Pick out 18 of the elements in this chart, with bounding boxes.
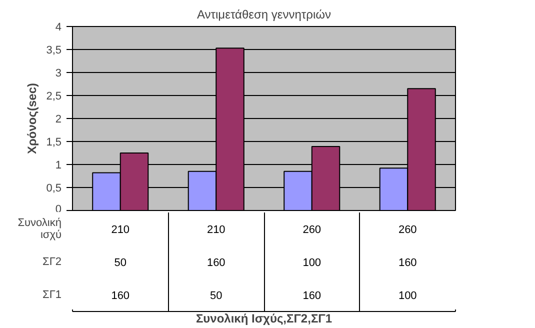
y-tick-label: 1 [55, 160, 62, 172]
y-tick-label: 3 [55, 68, 62, 80]
category-label: 210 50 160 [111, 224, 130, 302]
y-tick-label: 0,5 [46, 182, 62, 194]
y-tick-label: 1,5 [46, 136, 62, 148]
category-label: 210 160 50 [206, 224, 226, 302]
category-label: 260 160 100 [398, 224, 417, 302]
y-tick-label: 3,5 [46, 44, 62, 56]
y-axis-title: Χρόνος(sec) [25, 82, 40, 154]
category-label: 260 100 160 [302, 224, 322, 302]
y-tick-label: 4 [55, 22, 62, 34]
text: Συνολική Ισχύς,ΣΓ2,ΣΓ1 [196, 312, 332, 326]
text: ΣΓ2 [42, 256, 62, 268]
y-tick-label: 2 [55, 114, 62, 126]
chart-title: Αντιμετάθεση γεννητριών [196, 8, 332, 22]
text: Συνολική ισχύ [18, 217, 62, 241]
text: ΣΓ1 [42, 289, 62, 301]
y-tick-label: 2,5 [46, 90, 62, 102]
